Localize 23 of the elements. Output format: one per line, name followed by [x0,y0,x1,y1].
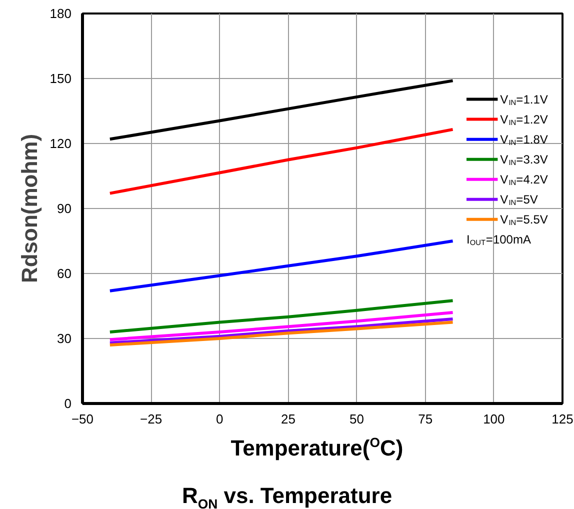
x-tick-label: 125 [552,412,574,426]
x-tick-label: 0 [216,412,224,426]
x-tick-label: 25 [280,412,296,426]
line-series [108,79,454,141]
y-axis-title: Rdson(mohm) [16,134,42,284]
y-tick-label: 90 [57,201,72,216]
line-series [108,299,454,334]
y-tick-label: 120 [50,136,72,151]
x-axis-title: Temperature($^{O}$C) [230,434,404,462]
line-series [108,128,454,195]
line-series [108,240,454,292]
x-tick-label: 75 [418,412,433,426]
x-tick-label: −25 [140,412,162,426]
x-tick-label: −50 [71,412,94,426]
text: R$_{ON}$ vs. Temperature [180,483,394,509]
x-tick-label: 100 [483,412,505,426]
y-tick-label: 60 [57,266,72,281]
line-series [108,311,454,342]
y-tick-label: 30 [57,331,72,346]
x-tick-label: 50 [350,412,364,426]
y-tick-label: 0 [64,396,72,411]
y-tick-label: 150 [50,71,72,86]
y-tick-label: 180 [50,6,72,21]
